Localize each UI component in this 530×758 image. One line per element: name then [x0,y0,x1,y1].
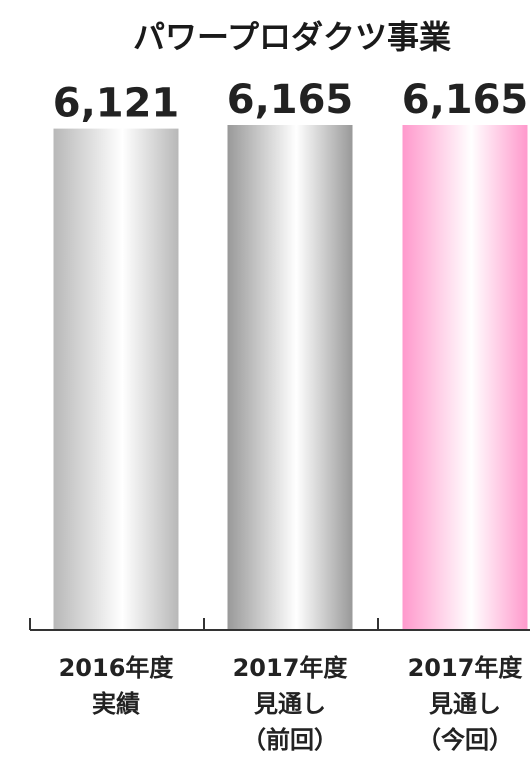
value-label-1: 6,121 [53,81,180,127]
category-label-line: 見通し [429,690,501,718]
bars-group [53,125,528,630]
category-label-line: 2017年度 [233,654,349,682]
x-axis [29,618,530,631]
category-label-line: 2016年度 [59,654,175,682]
category-label-line: 見通し [254,690,326,718]
category-label-line: 2017年度 [408,654,524,682]
chart-title: パワープロダクツ事業 [133,18,451,56]
value-label-2: 6,165 [227,77,354,123]
category-label-line: （今回） [417,726,513,754]
category-label-line: （前回） [242,726,338,754]
category-label-1: 2016年度実績 [59,654,175,718]
category-label-3: 2017年度見通し （今回） [408,654,524,754]
value-label-3: 6,165 [402,77,529,123]
bar-2 [227,125,353,630]
bar-3 [402,125,528,630]
bar-1 [53,128,179,630]
category-label-2: 2017年度見通し （前回） [233,654,349,754]
value-labels-group: 6,121 6,165 6,165 [53,77,529,127]
category-label-line: 実績 [92,690,140,718]
